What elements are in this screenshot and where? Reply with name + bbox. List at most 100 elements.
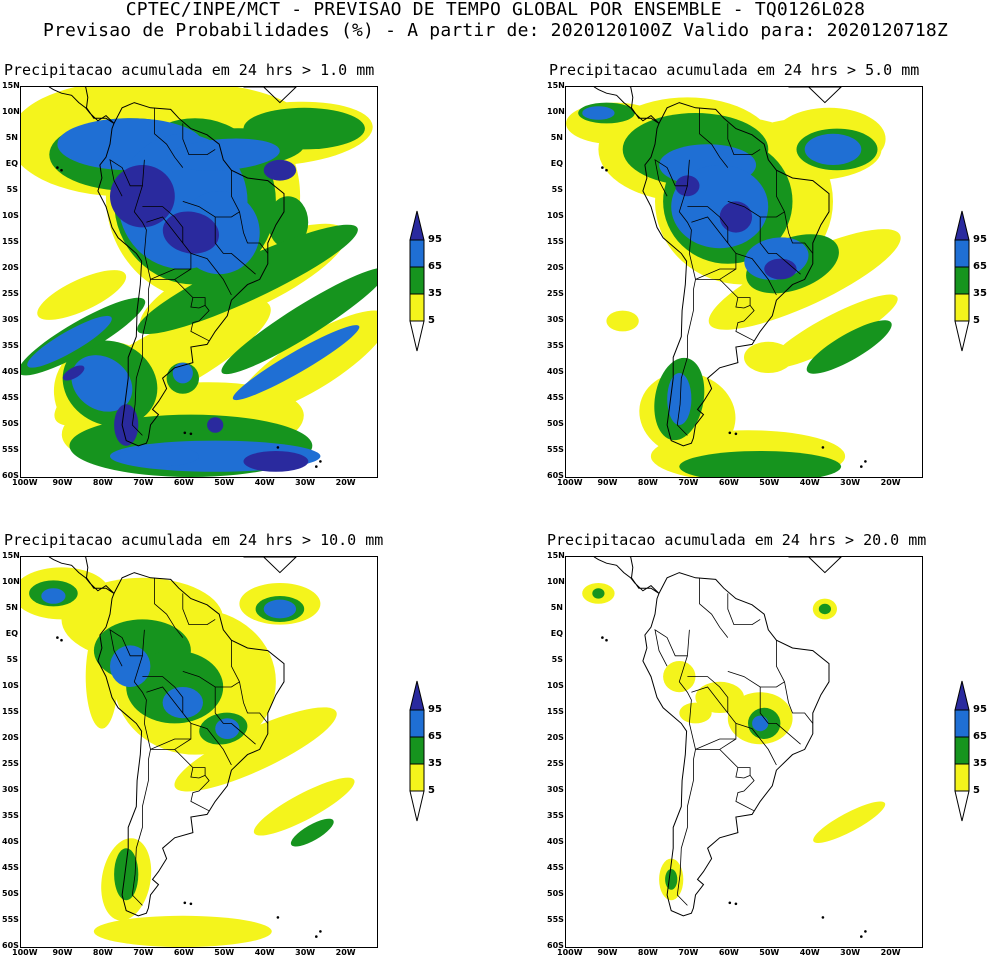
latitude-label: 45S (2, 393, 19, 402)
country-border (691, 216, 737, 280)
island (319, 930, 322, 933)
longitude-label: 40W (799, 948, 820, 957)
colorbar-label: 35 (973, 288, 987, 299)
latitude-label: 5S (551, 655, 563, 664)
country-border (695, 738, 737, 750)
country-border (190, 767, 210, 812)
longitude-label: 100W (557, 948, 583, 957)
latitude-label: 35S (547, 811, 564, 820)
coastline (788, 87, 842, 104)
probability-contour-35 (267, 196, 309, 249)
country-border (146, 216, 192, 280)
latitude-label: 5S (6, 185, 18, 194)
probability-contour-35 (137, 224, 358, 335)
latitude-label: 20S (2, 733, 19, 742)
country-border (214, 217, 256, 275)
latitude-label: EQ (550, 629, 563, 638)
island (56, 636, 59, 639)
colorbar-label: 95 (973, 234, 987, 245)
island (728, 431, 732, 435)
latitude-label: 30S (547, 315, 564, 324)
latitude-label: 10S (547, 681, 564, 690)
country-border (759, 687, 801, 745)
probability-contour-95 (243, 451, 309, 472)
country-border (735, 767, 755, 812)
longitude-label: 20W (880, 478, 901, 487)
island (56, 166, 59, 169)
probability-contour-65 (232, 325, 360, 401)
probability-contour-65 (667, 373, 692, 425)
colorbar-5-segment (409, 293, 425, 322)
latitude-label: EQ (5, 629, 18, 638)
coastline (593, 557, 660, 594)
longitude-label: 30W (840, 478, 861, 487)
longitude-label: 90W (597, 478, 618, 487)
country-border (190, 723, 232, 766)
country-border (133, 185, 151, 280)
colorbar (953, 210, 971, 359)
probability-contour-5 (813, 801, 886, 843)
coastline (97, 102, 285, 447)
longitude-label: 50W (759, 478, 780, 487)
colorbar-5-segment (954, 763, 970, 792)
country-border (190, 297, 210, 342)
longitude-label: 90W (597, 948, 618, 957)
probability-contour-5 (606, 310, 639, 332)
probability-contour-35 (818, 603, 831, 615)
latitude-label: 50S (547, 889, 564, 898)
island (734, 902, 738, 906)
island (183, 431, 187, 435)
probability-contour-95 (207, 417, 224, 433)
probability-contour-35 (806, 320, 892, 374)
longitude-label: 50W (214, 478, 235, 487)
country-border (142, 676, 184, 713)
latitude-label: 15N (547, 81, 565, 90)
colorbar-95-triangle (954, 210, 970, 241)
island (860, 465, 863, 468)
country-border (735, 297, 755, 342)
probability-contour-65 (118, 445, 199, 467)
latitude-label: 10S (547, 211, 564, 220)
longitude-label: 50W (214, 948, 235, 957)
colorbar-65-segment (409, 239, 425, 268)
colorbar-low-triangle (954, 790, 970, 822)
colorbar-35-segment (409, 266, 425, 295)
probability-contour-95 (62, 365, 85, 381)
latitude-label: 45S (2, 863, 19, 872)
longitude-label: 60W (718, 948, 739, 957)
longitude-label: 70W (133, 478, 154, 487)
colorbar-label: 65 (973, 261, 987, 272)
country-border (230, 170, 269, 254)
country-border (131, 749, 151, 906)
country-border (154, 107, 184, 168)
map-canvas (582, 557, 886, 938)
latitude-label: 15S (2, 707, 19, 716)
country-border (727, 123, 761, 155)
colorbar-label: 95 (428, 234, 442, 245)
panel-title: Precipitacao acumulada em 24 hrs > 5.0 m… (549, 61, 920, 79)
country-border (182, 593, 216, 625)
longitude-label: 70W (678, 478, 699, 487)
longitude-label: 20W (335, 948, 356, 957)
coastline (48, 557, 115, 594)
latitude-label: 10N (2, 577, 20, 586)
country-border (719, 279, 751, 306)
colorbar-65-segment (954, 239, 970, 268)
colorbar (408, 680, 426, 829)
longitude-label: 60W (173, 948, 194, 957)
latitude-label: 5N (5, 603, 18, 612)
country-border (678, 185, 696, 280)
longitude-label: 40W (254, 948, 275, 957)
latitude-label: 45S (547, 393, 564, 402)
latitude-label: 15N (2, 551, 20, 560)
coastline (97, 572, 285, 917)
coastline (642, 572, 830, 917)
country-border (230, 640, 269, 724)
longitude-label: 20W (335, 478, 356, 487)
latitude-label: 40S (547, 367, 564, 376)
probability-contour-65 (582, 106, 615, 120)
latitude-label: 10S (2, 211, 19, 220)
island (860, 935, 863, 938)
probability-contour-95 (719, 201, 753, 233)
latitude-label: 60S (2, 471, 19, 480)
